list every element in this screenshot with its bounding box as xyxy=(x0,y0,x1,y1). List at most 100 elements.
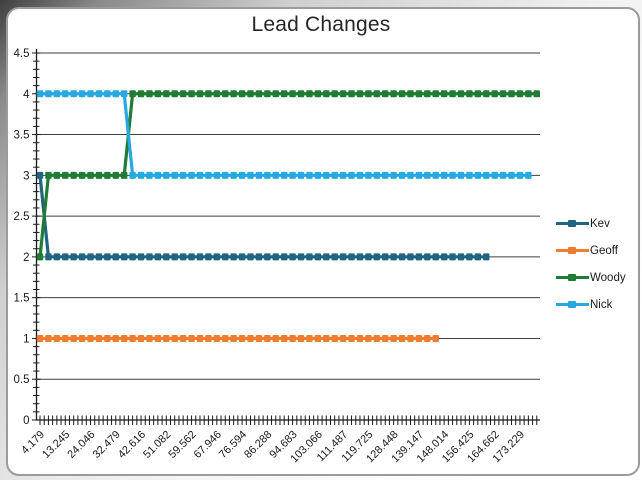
series-marker xyxy=(188,334,195,342)
series-marker xyxy=(356,253,364,261)
legend-label-woody: Woody xyxy=(590,271,626,284)
series-marker xyxy=(432,253,439,261)
series-marker xyxy=(53,334,61,342)
series-marker xyxy=(474,171,482,179)
series-marker xyxy=(163,253,170,261)
series-marker xyxy=(356,171,364,179)
series-marker xyxy=(280,253,288,261)
series-marker xyxy=(306,253,313,261)
series-marker xyxy=(314,90,322,98)
series-marker xyxy=(323,253,330,261)
series-marker xyxy=(247,253,254,261)
series-marker xyxy=(398,90,406,98)
series-marker xyxy=(365,334,372,342)
series-marker xyxy=(247,171,254,179)
series-marker xyxy=(331,90,338,98)
series-marker xyxy=(440,253,448,261)
series-marker xyxy=(348,90,355,98)
series-marker xyxy=(365,171,372,179)
x-tick-label: 42.616 xyxy=(116,429,148,461)
series-marker xyxy=(70,90,77,98)
series-marker xyxy=(95,253,103,261)
series-marker xyxy=(280,171,288,179)
x-axis-labels: 4.17913.24524.04632.47942.61651.08259.56… xyxy=(19,429,527,466)
series-marker xyxy=(424,334,431,342)
series-marker xyxy=(146,171,153,179)
series-marker xyxy=(230,171,237,179)
series-marker xyxy=(424,253,431,261)
series-nick xyxy=(36,90,532,179)
series-marker xyxy=(483,171,490,179)
series-marker xyxy=(474,90,482,98)
series-marker xyxy=(407,253,414,261)
series-marker xyxy=(104,171,111,179)
series-marker xyxy=(398,253,406,261)
series-marker xyxy=(163,171,170,179)
series-marker xyxy=(179,90,187,98)
series-marker xyxy=(70,334,77,342)
series-marker xyxy=(491,90,498,98)
x-tick-label: 51.082 xyxy=(141,429,173,461)
series-marker xyxy=(297,253,305,261)
series-marker xyxy=(508,90,515,98)
y-tick-label: 2.5 xyxy=(14,211,30,223)
series-marker xyxy=(314,171,322,179)
y-tick-label: 0 xyxy=(23,415,29,427)
series-marker xyxy=(398,171,406,179)
series-marker xyxy=(255,334,263,342)
series-marker xyxy=(95,90,103,98)
series-marker xyxy=(129,171,136,179)
series-marker xyxy=(331,253,338,261)
series-marker xyxy=(373,253,380,261)
series-marker xyxy=(499,171,507,179)
series-marker xyxy=(238,253,246,261)
x-tick-label: 13.245 xyxy=(40,429,72,461)
x-tick-label: 76.594 xyxy=(217,429,249,461)
series-marker xyxy=(154,171,162,179)
series-marker xyxy=(45,334,52,342)
series-marker xyxy=(121,171,128,179)
series-marker xyxy=(255,253,263,261)
series-marker xyxy=(222,90,229,98)
series-marker xyxy=(154,90,162,98)
series-marker xyxy=(382,334,389,342)
series-marker xyxy=(171,90,178,98)
series-marker xyxy=(516,171,524,179)
series-marker xyxy=(179,253,187,261)
series-marker xyxy=(407,90,414,98)
series-marker xyxy=(163,334,170,342)
series-marker xyxy=(272,253,279,261)
series-marker xyxy=(348,334,355,342)
series-marker xyxy=(87,253,94,261)
series-marker xyxy=(272,334,279,342)
series-marker xyxy=(188,253,195,261)
series-marker xyxy=(45,171,52,179)
legend-swatch-nick xyxy=(556,300,589,309)
series-marker xyxy=(87,334,94,342)
legend-swatch-woody xyxy=(556,273,589,282)
series-marker xyxy=(112,253,119,261)
series-marker xyxy=(53,90,61,98)
series-marker xyxy=(230,253,237,261)
series-marker xyxy=(483,253,490,261)
series-marker xyxy=(238,334,246,342)
series-marker xyxy=(112,334,119,342)
series-marker xyxy=(129,90,136,98)
series-marker xyxy=(238,171,246,179)
series-marker xyxy=(407,334,414,342)
series-marker xyxy=(516,90,524,98)
series-marker xyxy=(196,171,204,179)
series-marker xyxy=(87,90,94,98)
series-marker xyxy=(499,90,507,98)
series-marker xyxy=(104,253,111,261)
series-marker xyxy=(53,171,61,179)
series-marker xyxy=(213,253,221,261)
series-marker xyxy=(222,253,229,261)
series-marker xyxy=(424,171,431,179)
series-marker xyxy=(390,171,397,179)
series-marker xyxy=(415,334,423,342)
series-marker xyxy=(348,171,355,179)
x-tick-label: 24.046 xyxy=(65,429,97,461)
series-marker xyxy=(314,253,322,261)
